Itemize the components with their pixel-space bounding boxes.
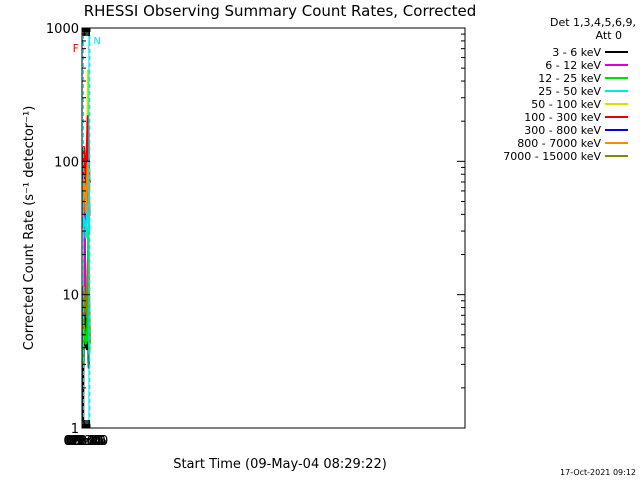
attenuator-flag-label: N	[93, 36, 100, 47]
legend-header-line-2: Att 0	[596, 29, 622, 42]
chart-title: RHESSI Observing Summary Count Rates, Co…	[84, 2, 477, 20]
x-tick-label: 08:45	[65, 434, 102, 449]
legend-label: 25 - 50 keV	[538, 85, 601, 98]
x-axis-label: Start Time (09-May-04 08:29:22)	[173, 457, 387, 472]
legend-header-line-1: Det 1,3,4,5,6,9,	[550, 16, 636, 29]
legend-label: 300 - 800 keV	[524, 124, 601, 137]
x-tick-label: 09:00	[66, 434, 103, 449]
x-tick-label: 10:00	[71, 434, 108, 449]
x-tick-label: 09:30	[68, 434, 105, 449]
plot-area: N F 1 10 100 1000 08:3008:4509:0009:1509:3009:…	[46, 22, 466, 449]
plot-frame	[81, 27, 466, 429]
legend-label: 100 - 300 keV	[524, 111, 601, 124]
y-tick-label: 1	[71, 422, 79, 437]
attenuator-flag-bar-1	[82, 40, 84, 44]
x-tick-label: 09:45	[70, 434, 107, 449]
legend-label: 6 - 12 keV	[545, 59, 601, 72]
x-tick-label: 08:30	[63, 434, 100, 449]
y-tick-label: 1000	[46, 22, 79, 37]
plot-date-stamp: 17-Oct-2021 09:12	[560, 468, 636, 477]
legend-label: 3 - 6 keV	[552, 46, 601, 59]
legend-label: 50 - 100 keV	[531, 98, 601, 111]
attenuator-flag-bar-2	[88, 40, 90, 44]
y-tick-label: 100	[54, 155, 79, 170]
legend-label: 7000 - 15000 keV	[503, 150, 601, 163]
x-tick-label: 09:15	[67, 434, 104, 449]
y-axis-label: Corrected Count Rate (s⁻¹ detector⁻¹)	[22, 106, 37, 351]
legend-label: 12 - 25 keV	[538, 72, 601, 85]
legend-label: 800 - 7000 keV	[517, 137, 601, 150]
flare-flag-label: F	[73, 42, 79, 55]
y-tick-label: 10	[62, 289, 79, 304]
